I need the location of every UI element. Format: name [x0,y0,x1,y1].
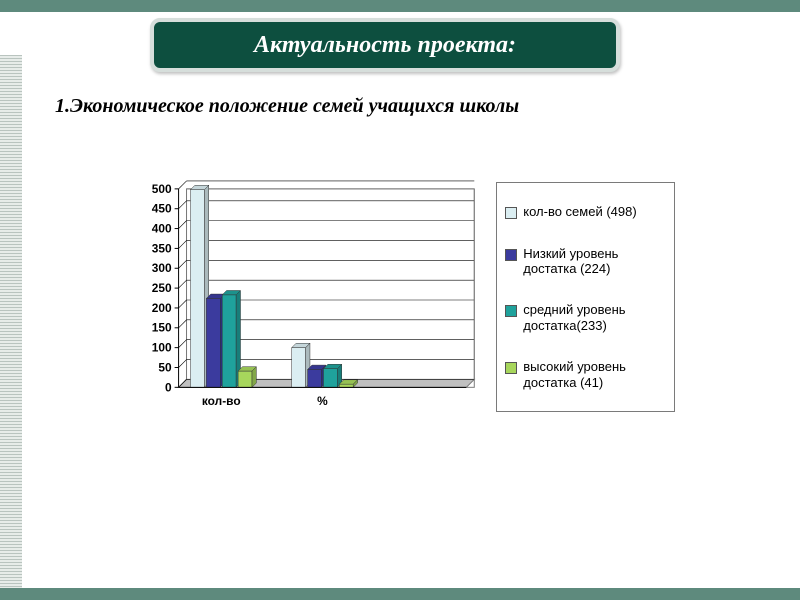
chart-legend: кол-во семей (498) Низкий уровень достатк… [496,182,675,412]
legend-item: высокий уровень достатка (41) [505,359,666,390]
svg-text:300: 300 [152,261,172,275]
slide: Актуальность проекта: 1.Экономическое по… [0,0,800,600]
subtitle: 1.Экономическое положение семей учащихся… [55,95,519,118]
title-tab: Актуальность проекта: [150,18,620,72]
svg-text:50: 50 [158,360,172,374]
page-title: Актуальность проекта: [254,32,516,59]
legend-label: средний уровень достатка(233) [523,302,666,333]
svg-text:250: 250 [152,281,172,295]
top-bar [0,0,800,12]
svg-text:400: 400 [152,222,172,236]
chart-container: 0 50 100 150 200 250 300 350 400 450 500 кол-во% ко… [125,180,675,440]
side-stripe [0,55,22,588]
svg-text:350: 350 [152,241,172,255]
svg-text:кол-во: кол-во [202,394,241,408]
bottom-bar [0,588,800,600]
legend-swatch [505,249,517,261]
legend-swatch [505,207,517,219]
legend-swatch [505,305,517,317]
legend-item: кол-во семей (498) [505,204,666,219]
legend-label: Низкий уровень достатка (224) [523,246,666,277]
legend-label: высокий уровень достатка (41) [523,359,666,390]
svg-text:150: 150 [152,321,172,335]
legend-swatch [505,362,517,374]
svg-text:100: 100 [152,341,172,355]
svg-text:500: 500 [152,182,172,196]
legend-label: кол-во семей (498) [523,204,636,219]
legend-item: средний уровень достатка(233) [505,302,666,333]
legend-item: Низкий уровень достатка (224) [505,246,666,277]
svg-text:%: % [317,394,328,408]
svg-text:0: 0 [165,380,172,394]
svg-text:200: 200 [152,301,172,315]
svg-text:450: 450 [152,202,172,216]
bar-chart: 0 50 100 150 200 250 300 350 400 450 500 кол-во% [125,180,478,422]
